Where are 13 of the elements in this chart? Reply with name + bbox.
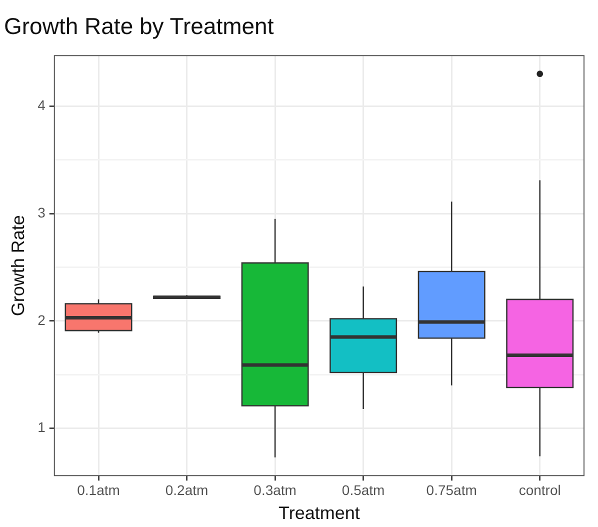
x-tick-label: 0.3atm <box>254 482 296 498</box>
x-tick-label: 0.75atm <box>426 482 477 498</box>
y-tick-label: 3 <box>38 204 46 220</box>
x-tick-label: 0.2atm <box>165 482 208 498</box>
y-tick-label: 2 <box>38 312 46 328</box>
x-tick-label: 0.1atm <box>77 482 120 498</box>
x-axis-title: Treatment <box>278 503 360 524</box>
y-tick-label: 4 <box>38 96 46 113</box>
y-axis-title: Growth Rate <box>8 215 28 316</box>
chart-title: Growth Rate by Treatment <box>4 13 274 40</box>
x-tick-label: control <box>518 482 561 498</box>
y-tick-label: 1 <box>38 419 46 436</box>
x-tick-label: 0.5atm <box>342 482 385 498</box>
